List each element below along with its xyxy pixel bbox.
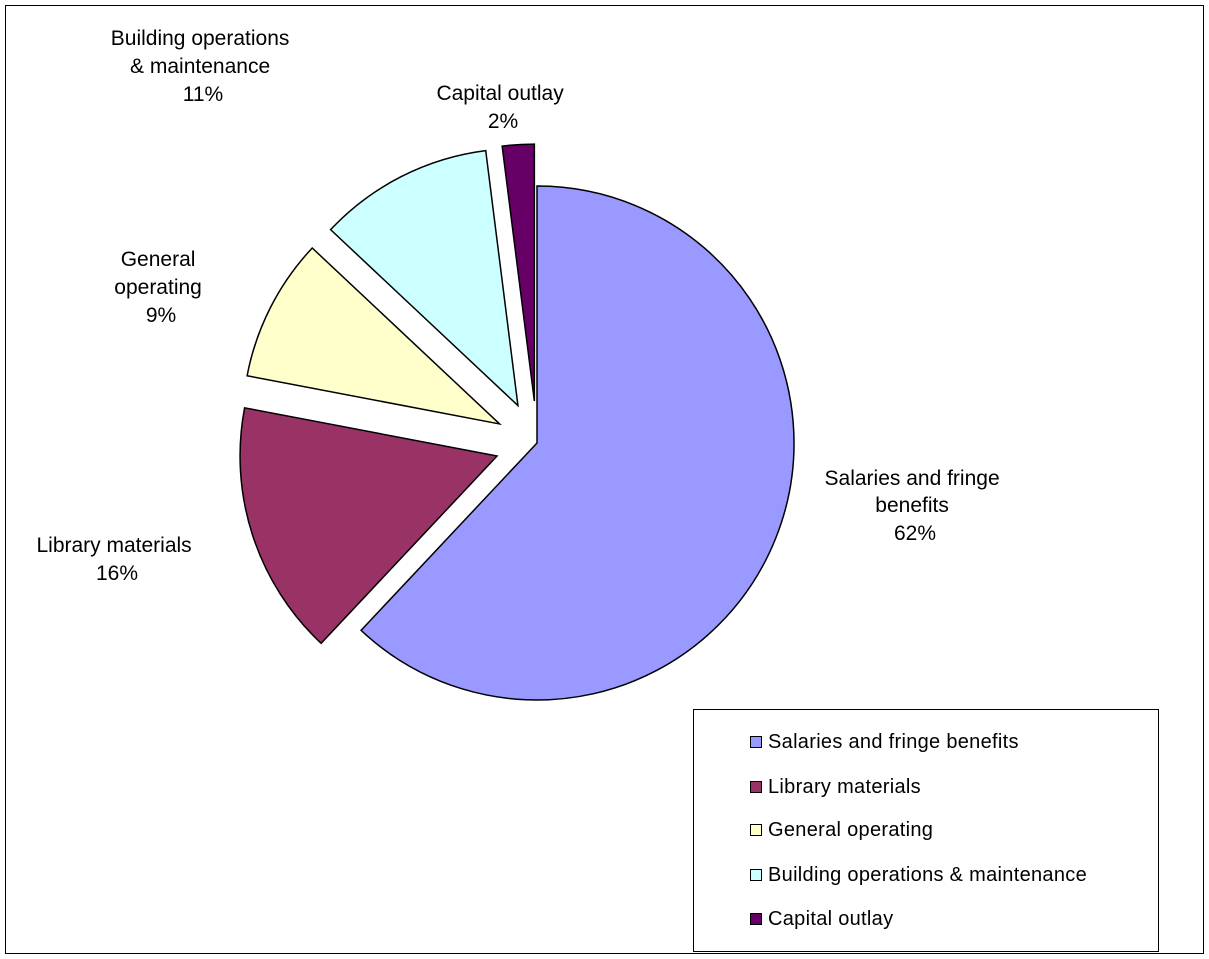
label-salaries-line1: Salaries and fringe [825, 467, 1000, 490]
label-building-line1: Building operations [111, 27, 290, 50]
chart-border [5, 5, 1204, 954]
legend: Salaries and fringe benefits Library mat… [693, 709, 1159, 952]
legend-label-salaries: Salaries and fringe benefits [768, 730, 1019, 753]
label-library-value: 16% [96, 562, 138, 585]
pie-slice-library [239, 406, 499, 645]
label-capital-line1: Capital outlay [436, 82, 564, 105]
legend-swatch-library [750, 781, 762, 793]
legend-item-building: Building operations & maintenance [750, 862, 1087, 888]
legend-item-library: Library materials [750, 774, 921, 800]
legend-label-building: Building operations & maintenance [768, 863, 1087, 886]
label-general-line2: operating [114, 276, 202, 299]
label-capital-value: 2% [488, 110, 518, 133]
label-general-line1: General [121, 248, 196, 271]
label-salaries: Salaries and fringe benefits 62% [825, 467, 1006, 545]
legend-label-library: Library materials [768, 775, 921, 798]
legend-swatch-general [750, 824, 762, 836]
legend-swatch-capital [750, 913, 762, 925]
label-library-line1: Library materials [36, 534, 191, 557]
label-salaries-line2: benefits [875, 494, 949, 517]
label-library: Library materials 16% [36, 534, 197, 585]
legend-item-general: General operating [750, 817, 933, 843]
label-salaries-value: 62% [894, 522, 936, 545]
label-general-value: 9% [146, 304, 176, 327]
pie-slice-building [329, 149, 519, 408]
label-building-line2: & maintenance [130, 55, 270, 78]
label-building-value: 11% [183, 83, 223, 106]
legend-label-capital: Capital outlay [768, 907, 894, 930]
pie-slice-salaries [360, 185, 795, 701]
label-general: General operating 9% [114, 248, 207, 327]
pie-slices [239, 143, 795, 701]
label-building: Building operations & maintenance 11% [111, 27, 295, 106]
label-capital: Capital outlay 2% [436, 82, 569, 133]
legend-item-salaries: Salaries and fringe benefits [750, 729, 1019, 755]
legend-swatch-building [750, 869, 762, 881]
legend-swatch-salaries [750, 736, 762, 748]
pie-slice-capital [501, 143, 536, 402]
pie-slice-general [246, 246, 502, 426]
legend-label-general: General operating [768, 818, 934, 841]
legend-item-capital: Capital outlay [750, 906, 893, 932]
